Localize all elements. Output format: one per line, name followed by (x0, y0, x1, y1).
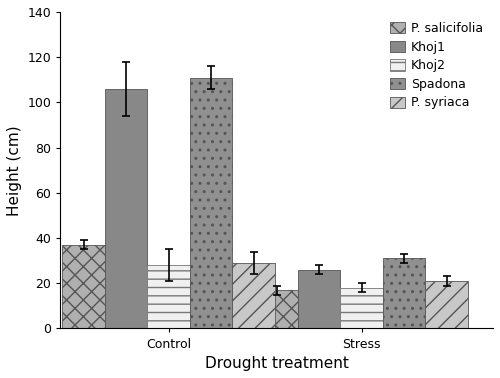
Bar (340, 288, 383, 328)
Bar (383, 259, 426, 328)
Bar (105, 89, 148, 328)
Bar (256, 290, 298, 328)
Bar (298, 270, 341, 328)
Bar (148, 265, 190, 328)
Bar (62, 245, 105, 328)
X-axis label: Drought treatment: Drought treatment (205, 356, 348, 371)
Legend: P. salicifolia, Khoj1, Khoj2, Spadona, P. syriaca: P. salicifolia, Khoj1, Khoj2, Spadona, P… (386, 18, 487, 113)
Bar (426, 281, 468, 328)
Bar (232, 263, 275, 328)
Bar (190, 77, 232, 328)
Y-axis label: Height (cm): Height (cm) (7, 125, 22, 215)
